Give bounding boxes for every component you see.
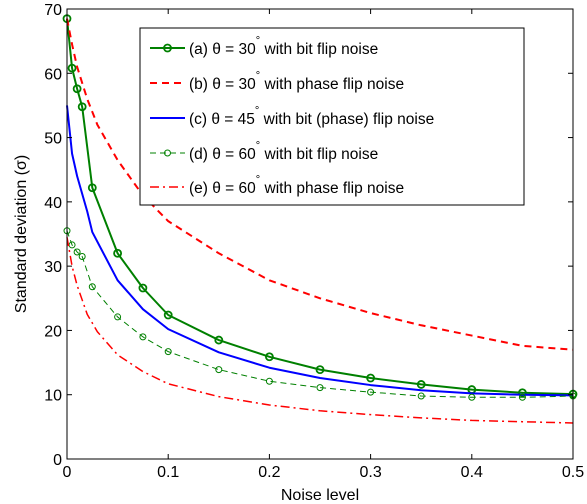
- series-line: [66, 105, 574, 397]
- data-point: [138, 283, 148, 293]
- data-point: [366, 373, 376, 383]
- series-line: [66, 237, 574, 424]
- x-tick-label: 0.5: [562, 464, 584, 481]
- series-line: [66, 18, 574, 396]
- x-tick-label: 0.2: [258, 464, 280, 481]
- data-point: [88, 283, 96, 291]
- y-tick-label: 50: [44, 131, 62, 148]
- data-point: [67, 63, 77, 73]
- data-point: [139, 333, 147, 341]
- data-point: [264, 352, 274, 362]
- data-point: [113, 248, 122, 258]
- legend-item: (d) θ = 60° with bit flip noise: [150, 140, 378, 163]
- legend-item: (b) θ = 30° with phase flip noise: [150, 70, 404, 93]
- data-point: [77, 102, 87, 112]
- y-tick-label: 0: [53, 452, 62, 469]
- data-point: [114, 313, 122, 321]
- data-point: [265, 377, 273, 385]
- data-point: [78, 253, 86, 260]
- legend-item: (e) θ = 60° with phase flip noise: [150, 174, 404, 197]
- series-2: [66, 18, 574, 351]
- series-layer: [62, 14, 578, 424]
- data-point: [87, 183, 97, 193]
- legend-marker: [163, 43, 172, 53]
- legend-label: (e) θ = 60° with phase flip noise: [189, 174, 404, 197]
- y-tick-label: 60: [44, 66, 62, 83]
- x-tick-label: 0.3: [359, 464, 381, 481]
- data-point: [468, 393, 476, 401]
- series-3: [66, 105, 574, 397]
- series-5: [66, 237, 574, 424]
- legend-label: (b) θ = 30° with phase flip noise: [189, 70, 404, 93]
- legend-box: [139, 27, 525, 206]
- y-tick-label: 40: [44, 195, 62, 212]
- legend-label: (d) θ = 60° with bit flip noise: [189, 140, 378, 163]
- x-tick-label: 0.4: [461, 464, 483, 481]
- data-point: [367, 388, 375, 396]
- legend-item: (a) θ = 30° with bit flip noise: [150, 35, 378, 58]
- data-point: [315, 365, 325, 375]
- x-axis-title: Noise level: [281, 487, 359, 504]
- legend-items: (a) θ = 30° with bit flip noise (b) θ = 3…: [150, 35, 434, 197]
- y-tick-label: 70: [44, 2, 62, 19]
- data-point: [215, 366, 223, 374]
- data-point: [316, 384, 324, 392]
- legend-marker: [164, 149, 171, 157]
- data-point: [72, 84, 82, 94]
- series-line: [66, 230, 574, 398]
- plot-frame: [66, 8, 574, 460]
- series-line: [66, 18, 574, 351]
- data-point: [163, 310, 173, 320]
- x-tick-label: 0: [63, 464, 72, 481]
- legend: (a) θ = 30° with bit flip noise (b) θ = 3…: [139, 27, 525, 206]
- data-point: [73, 248, 81, 256]
- legend-label: (c) θ = 45° with bit (phase) flip noise: [189, 105, 434, 128]
- legend-item: (c) θ = 45° with bit (phase) flip noise: [150, 105, 434, 128]
- data-point: [417, 392, 425, 400]
- data-point: [164, 348, 172, 356]
- x-tick-label: 0.1: [157, 464, 179, 481]
- data-point: [518, 393, 526, 401]
- data-point: [518, 388, 527, 398]
- y-tick-label: 20: [44, 323, 62, 340]
- y-tick-label: 10: [44, 388, 62, 405]
- data-point: [416, 380, 426, 389]
- y-axis-title: Standard deviation (σ): [13, 155, 30, 313]
- data-point: [214, 335, 224, 345]
- y-tick-label: 30: [44, 259, 62, 276]
- ticks-layer: 0 0.1 0.2 0.3 0.4 0.5 0 10 20 30 40 50 60 70: [44, 2, 584, 481]
- legend-label: (a) θ = 30° with bit flip noise: [189, 35, 378, 58]
